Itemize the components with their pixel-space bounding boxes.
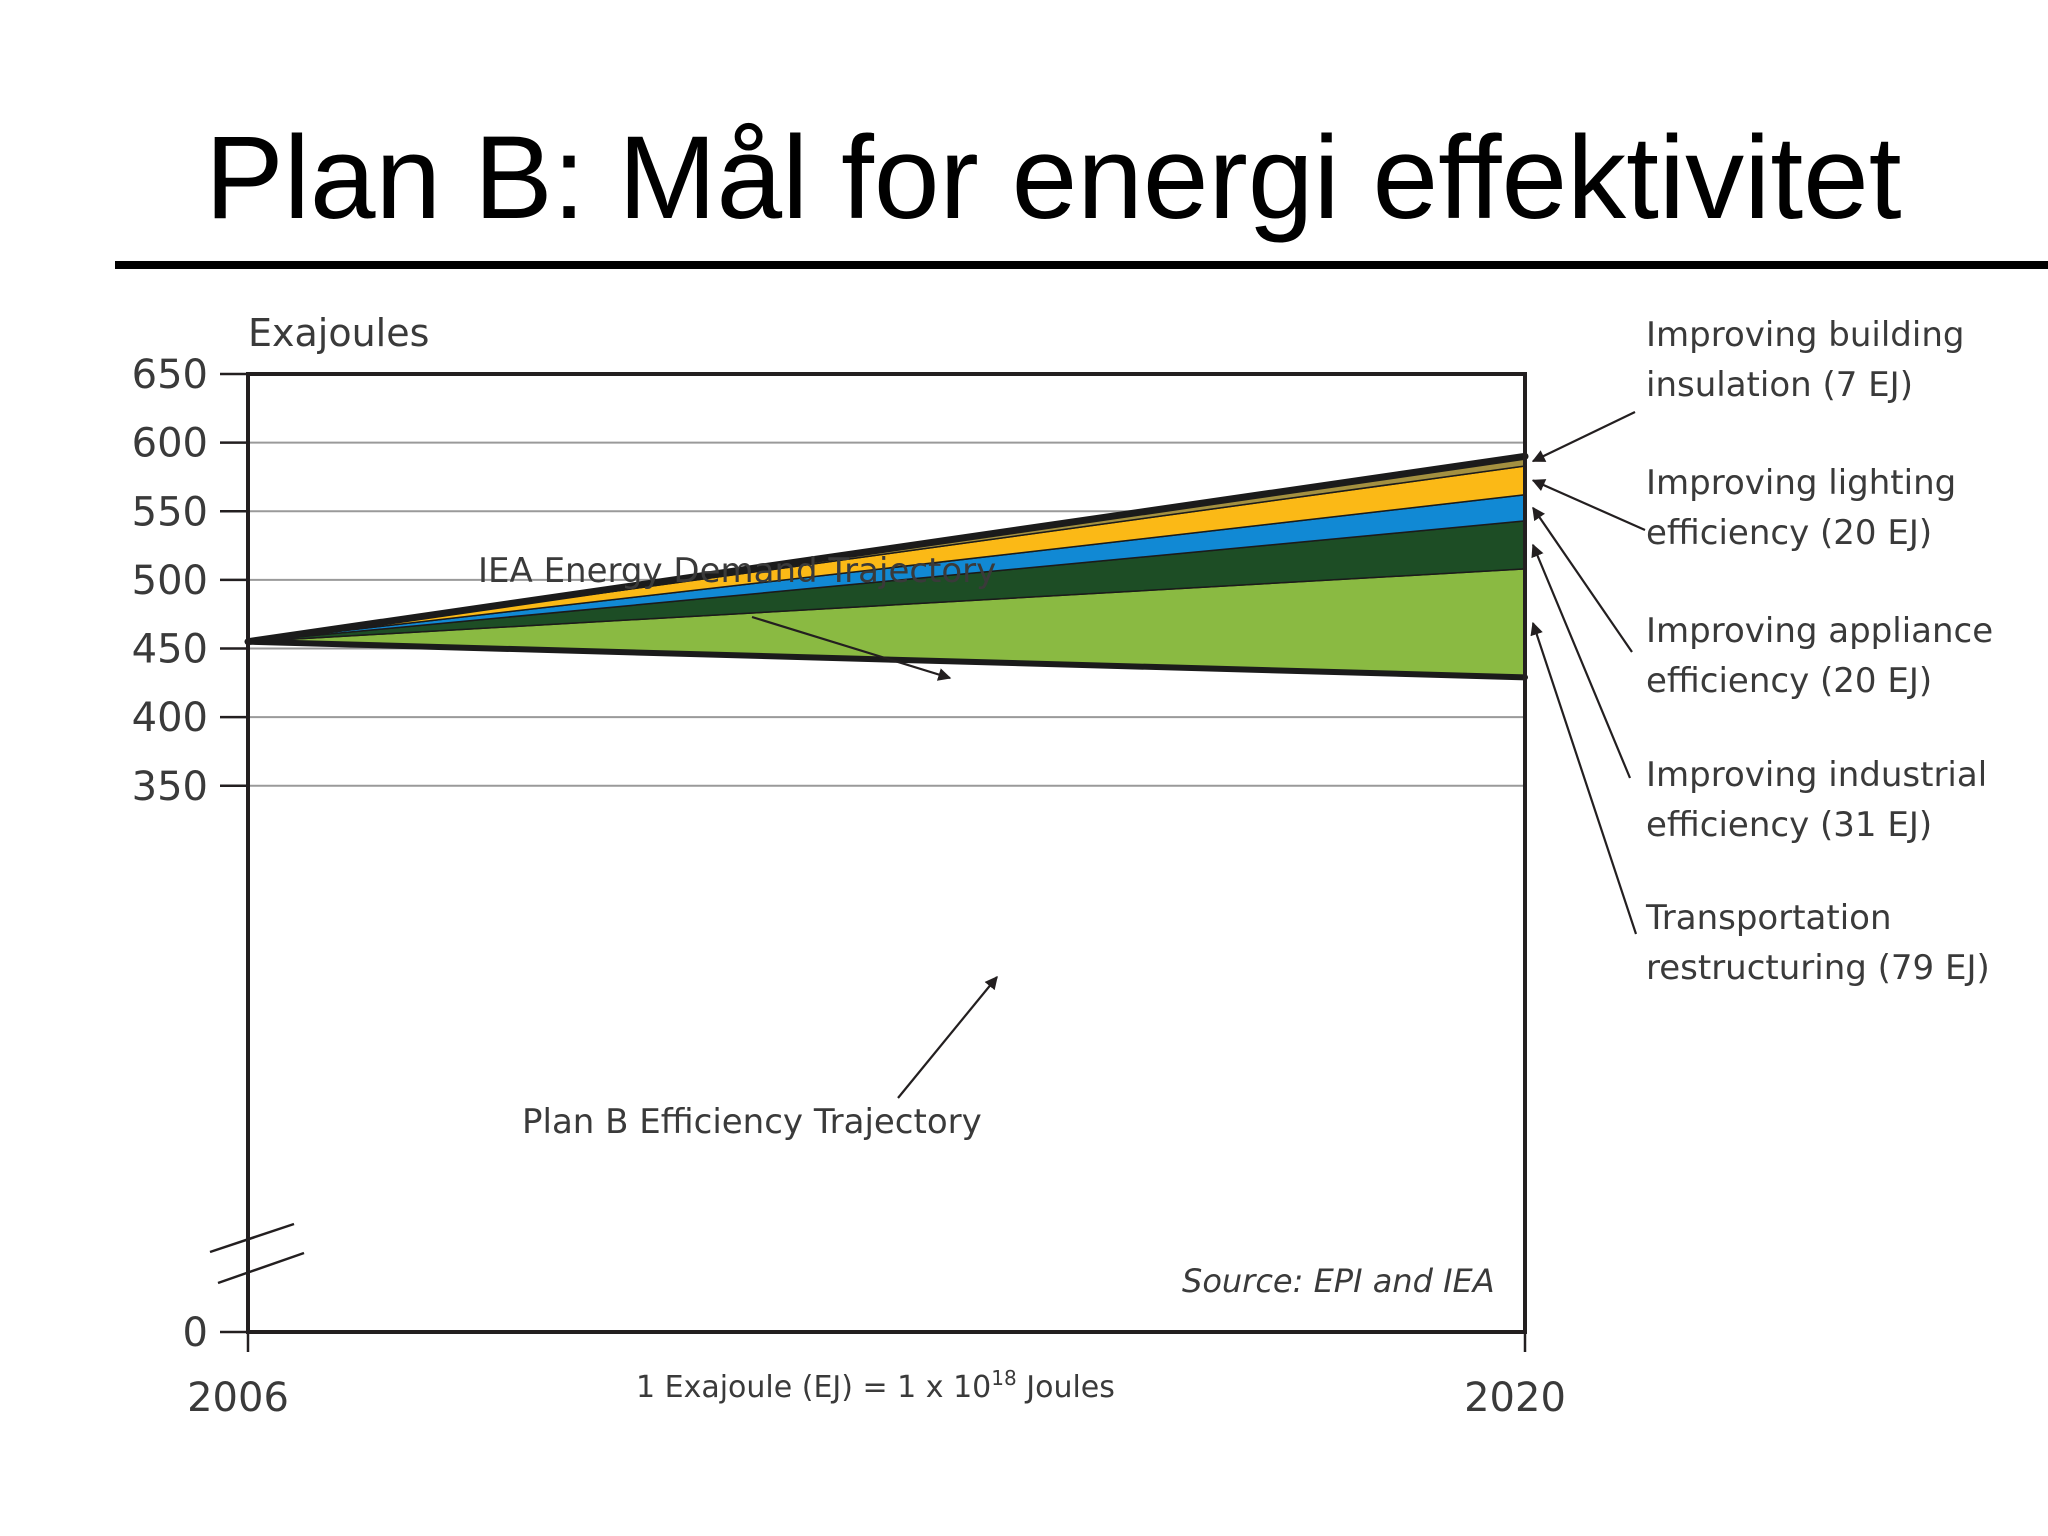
exajoule-footnote: 1 Exajoule (EJ) = 1 x 1018 Joules (636, 1366, 1115, 1405)
y-tick-label-650: 650 (132, 352, 208, 398)
y-axis-unit-label: Exajoules (248, 311, 429, 355)
y-tick-label-450: 450 (132, 627, 208, 673)
iea-trajectory-line (244, 452, 1529, 646)
annotation-2-line1: Improving lighting (1646, 463, 1956, 503)
annotation-arrow-2 (1531, 479, 1646, 532)
annotation-4: Improving industrial efficiency (31 EJ) (1646, 755, 1987, 845)
plan-b-trajectory-arrow (897, 975, 998, 1099)
footnote-units: Joules (1017, 1370, 1115, 1405)
plot-frame (246, 372, 1527, 1334)
footnote-main: 1 Exajoule (EJ) = 1 x 10 (636, 1370, 991, 1405)
annotation-arrow-3 (1532, 506, 1633, 653)
y-tick-label-500: 500 (132, 558, 208, 604)
y-tick-label-600: 600 (132, 421, 208, 467)
plan-b-trajectory-label: Plan B Efficiency Trajectory (522, 1102, 982, 1142)
source-note: Source: EPI and IEA (1182, 1262, 1495, 1300)
annotation-arrow-1 (1531, 411, 1636, 463)
slide-title: Plan B: Mål for energi effektivitet (205, 112, 1902, 244)
annotation-4-line1: Improving industrial (1646, 755, 1987, 795)
annotation-5: Transportation restructuring (79 EJ) (1645, 898, 1990, 988)
iea-trajectory-label: IEA Energy Demand Trajectory (478, 551, 996, 591)
annotation-3: Improving appliance efficiency (20 EJ) (1646, 611, 1993, 701)
annotation-arrow-4 (1531, 543, 1632, 779)
annotation-1-line2: insulation (7 EJ) (1646, 365, 1913, 405)
x-tick-label-2020: 2020 (1464, 1375, 1566, 1421)
annotation-1-line1: Improving building (1646, 315, 1964, 355)
annotation-arrow-5 (1530, 621, 1638, 935)
annotation-4-line2: efficiency (31 EJ) (1646, 805, 1932, 845)
axis-break-mark-upper (209, 1222, 295, 1254)
y-tick-label-0: 0 (183, 1310, 208, 1356)
y-tick-label-550: 550 (132, 489, 208, 535)
axis-break-mark-lower (217, 1251, 305, 1285)
annotation-5-line1: Transportation (1645, 898, 1892, 938)
y-tick-label-400: 400 (132, 695, 208, 741)
y-tick-label-350: 350 (132, 764, 208, 810)
annotation-1: Improving building insulation (7 EJ) (1646, 315, 1964, 405)
annotation-3-line1: Improving appliance (1646, 611, 1993, 651)
annotation-2: Improving lighting efficiency (20 EJ) (1646, 463, 1956, 553)
annotation-3-line2: efficiency (20 EJ) (1646, 661, 1932, 701)
footnote-exponent: 18 (991, 1366, 1016, 1390)
title-divider (115, 261, 2048, 269)
x-tick-label-2006: 2006 (187, 1375, 289, 1421)
annotation-5-line2: restructuring (79 EJ) (1646, 948, 1990, 988)
iea-trajectory-arrow (751, 615, 952, 681)
annotation-2-line2: efficiency (20 EJ) (1646, 513, 1932, 553)
